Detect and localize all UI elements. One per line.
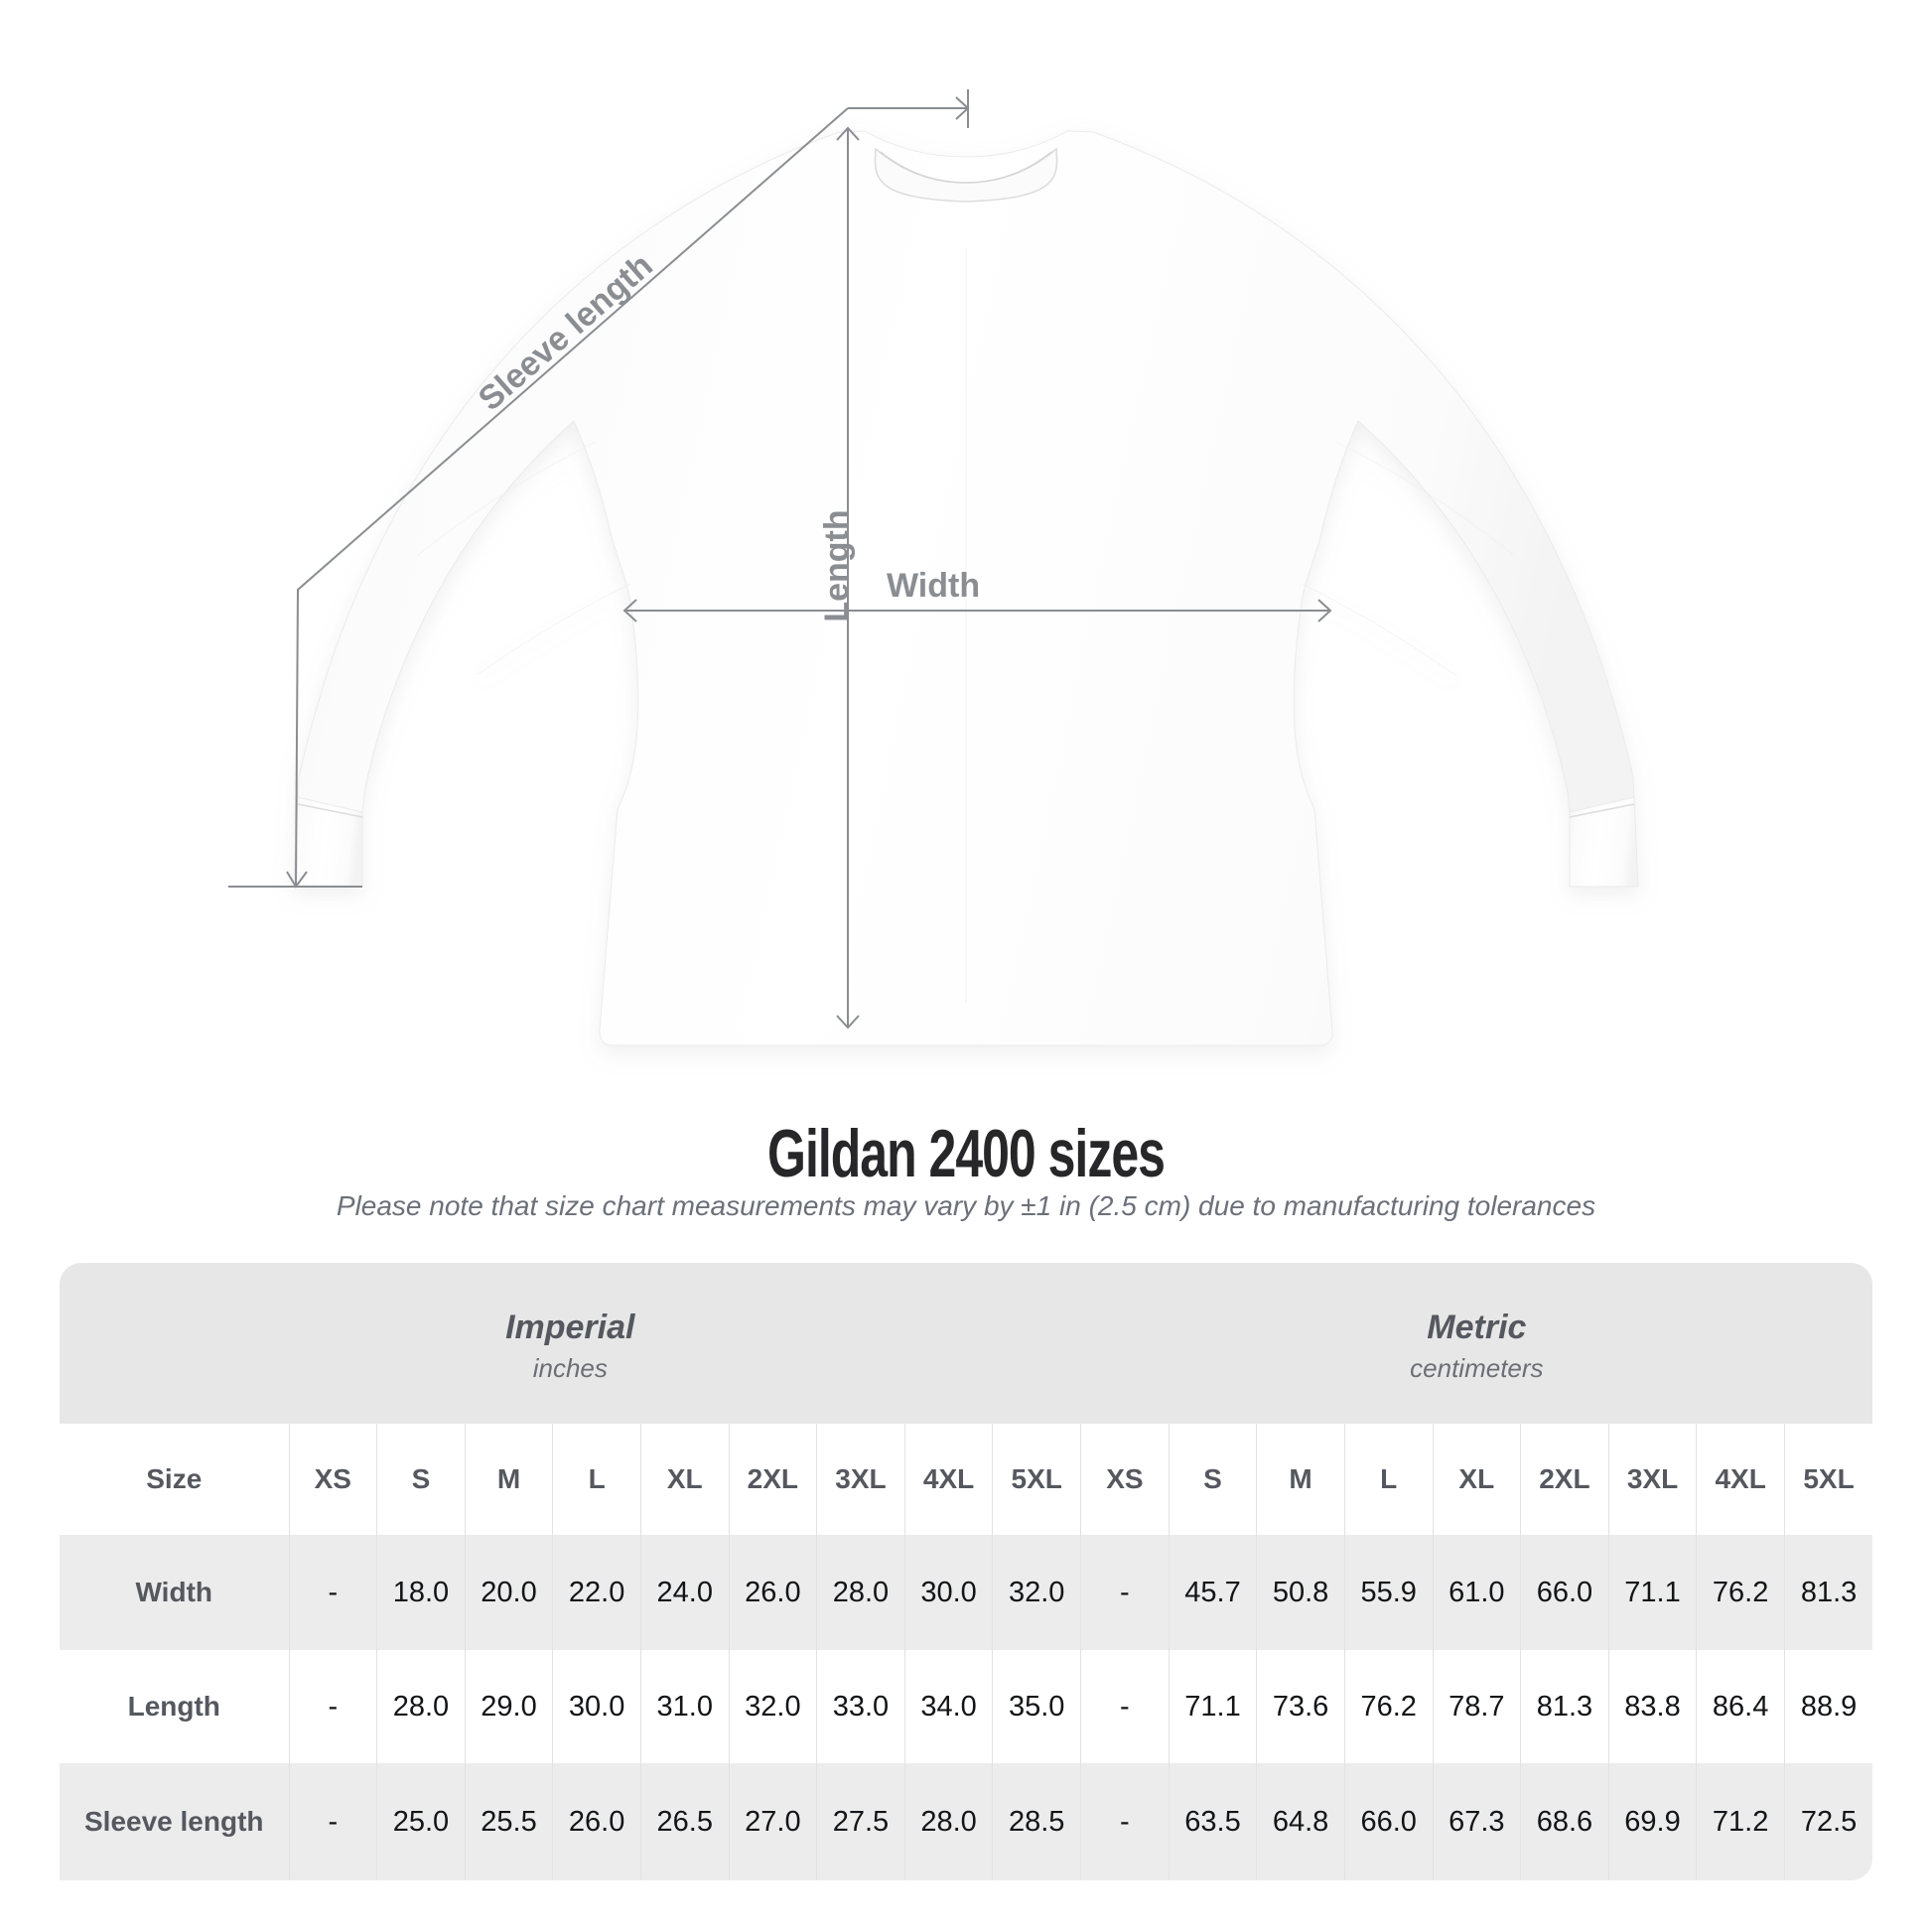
svg-text:Width: Width	[887, 567, 980, 605]
svg-text:Length: Length	[818, 509, 856, 621]
